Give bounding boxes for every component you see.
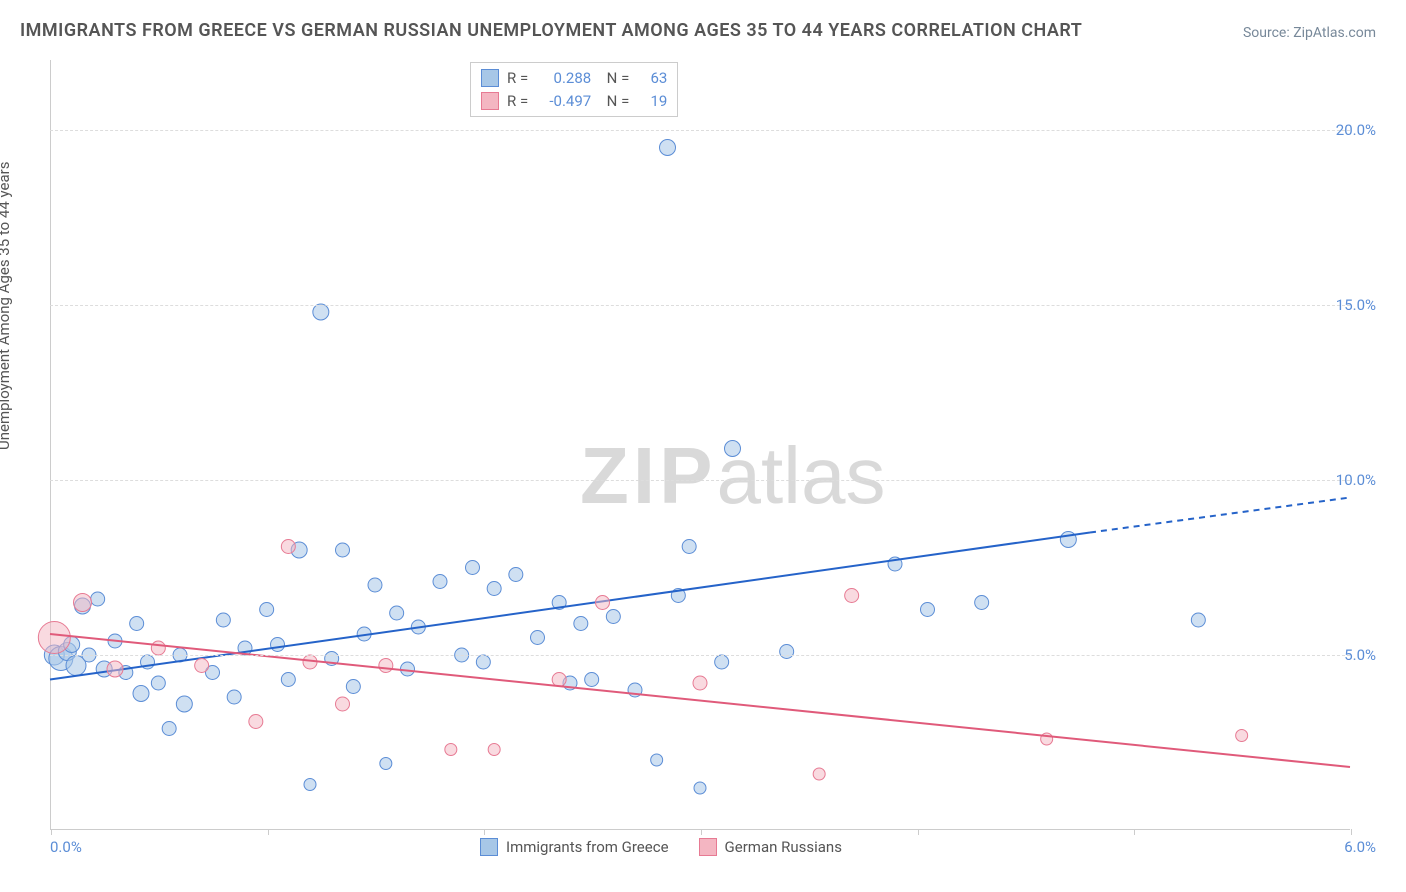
data-point (488, 744, 500, 756)
data-point (216, 613, 230, 627)
legend-swatch (481, 92, 499, 110)
legend-swatch (481, 69, 499, 87)
data-point (552, 673, 566, 687)
data-point (509, 568, 523, 582)
n-label: N = (599, 90, 629, 113)
r-label: R = (507, 67, 528, 90)
data-point (401, 662, 415, 676)
legend-swatch (480, 838, 498, 856)
grid-line (50, 655, 1350, 656)
data-point (74, 594, 92, 612)
data-point (368, 578, 382, 592)
grid-line (50, 305, 1350, 306)
chart-svg (50, 60, 1350, 830)
y-axis-label: Unemployment Among Ages 35 to 44 years (0, 162, 13, 450)
data-point (585, 673, 599, 687)
data-point (336, 543, 350, 557)
data-point (260, 603, 274, 617)
data-point (1236, 730, 1248, 742)
data-point (693, 676, 707, 690)
legend-series-item: German Russians (699, 838, 842, 856)
data-point (813, 768, 825, 780)
n-value: 19 (637, 90, 667, 113)
data-point (151, 676, 165, 690)
data-point (195, 659, 209, 673)
data-point (380, 758, 392, 770)
y-tick-label: 20.0% (1336, 121, 1376, 139)
data-point (390, 606, 404, 620)
n-label: N = (599, 67, 629, 90)
grid-line (50, 480, 1350, 481)
data-point (975, 596, 989, 610)
trend-line (50, 634, 1350, 767)
legend-correlation-row: R = 0.288 N = 63 (481, 67, 667, 90)
n-value: 63 (637, 67, 667, 90)
trend-line-extend (1090, 498, 1350, 533)
data-point (162, 722, 176, 736)
data-point (725, 441, 741, 457)
legend-series: Immigrants from Greece German Russians (480, 838, 842, 856)
data-point (379, 659, 393, 673)
chart-title: IMMIGRANTS FROM GREECE VS GERMAN RUSSIAN… (20, 20, 1082, 41)
data-point (107, 661, 123, 677)
data-point (281, 673, 295, 687)
legend-swatch (699, 838, 717, 856)
data-point (249, 715, 263, 729)
data-point (476, 655, 490, 669)
legend-series-label: German Russians (725, 838, 842, 856)
y-tick-label: 5.0% (1344, 646, 1376, 664)
data-point (487, 582, 501, 596)
data-point (304, 779, 316, 791)
legend-correlation: R = 0.288 N = 63 R = -0.497 N = 19 (470, 62, 678, 117)
r-label: R = (507, 90, 528, 113)
legend-series-label: Immigrants from Greece (506, 838, 669, 856)
data-point (151, 641, 165, 655)
data-point (130, 617, 144, 631)
legend-correlation-row: R = -0.497 N = 19 (481, 90, 667, 113)
data-point (445, 744, 457, 756)
y-tick-label: 15.0% (1336, 296, 1376, 314)
data-point (780, 645, 794, 659)
y-tick-label: 10.0% (1336, 471, 1376, 489)
data-point (1191, 613, 1205, 627)
grid-line (50, 130, 1350, 131)
data-point (596, 596, 610, 610)
x-tick-label-min: 0.0% (50, 838, 82, 856)
data-point (694, 782, 706, 794)
data-point (660, 140, 676, 156)
data-point (176, 696, 192, 712)
data-point (715, 655, 729, 669)
data-point (651, 754, 663, 766)
data-point (682, 540, 696, 554)
r-value: -0.497 (536, 90, 591, 113)
legend-series-item: Immigrants from Greece (480, 838, 669, 856)
data-point (921, 603, 935, 617)
data-point (271, 638, 285, 652)
data-point (845, 589, 859, 603)
r-value: 0.288 (536, 67, 591, 90)
data-point (346, 680, 360, 694)
data-point (91, 592, 105, 606)
data-point (313, 304, 329, 320)
data-point (433, 575, 447, 589)
data-point (336, 697, 350, 711)
data-point (281, 540, 295, 554)
source-label: Source: ZipAtlas.com (1243, 25, 1376, 41)
data-point (606, 610, 620, 624)
data-point (38, 622, 70, 654)
data-point (531, 631, 545, 645)
data-point (574, 617, 588, 631)
data-point (133, 686, 149, 702)
data-point (227, 690, 241, 704)
data-point (466, 561, 480, 575)
x-tick (1351, 829, 1352, 835)
x-tick-label-max: 6.0% (1344, 838, 1376, 856)
